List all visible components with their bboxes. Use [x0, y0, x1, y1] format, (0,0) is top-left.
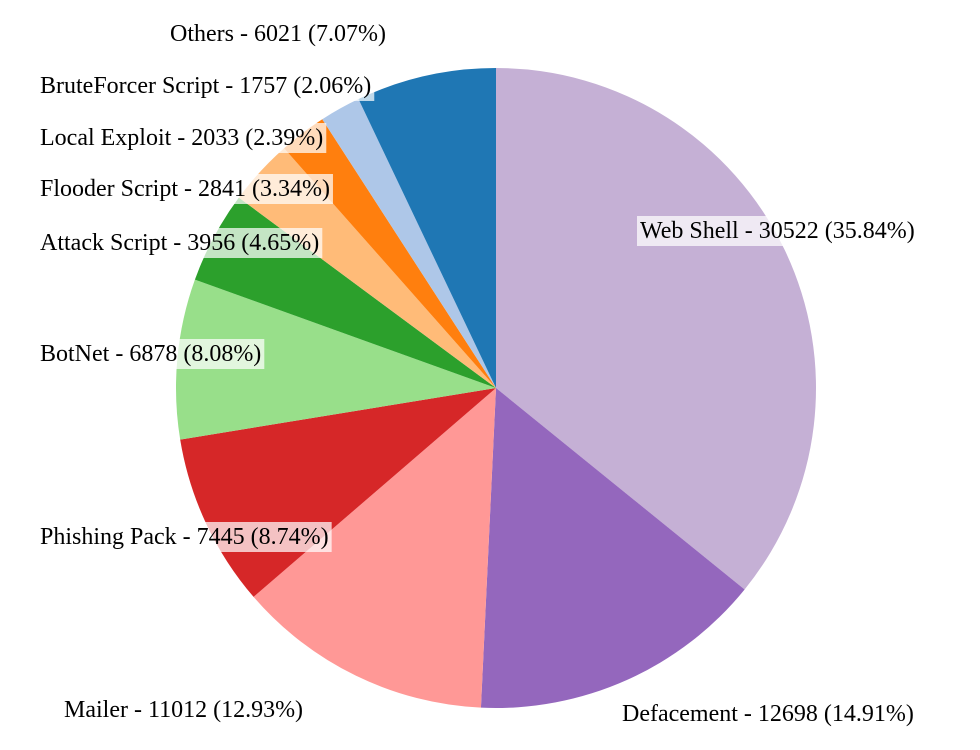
slice-label-background [37, 123, 327, 153]
slice-label-group: Mailer - 11012 (12.93%) [61, 695, 307, 725]
slice-label: Others - 6021 (7.07%) [170, 21, 386, 47]
slice-label-group: BruteForcer Script - 1757 (2.06%) [37, 71, 375, 101]
slice-label: Attack Script - 3956 (4.65%) [40, 230, 319, 256]
slice-label: Phishing Pack - 7445 (8.74%) [40, 524, 329, 550]
slice-label: BruteForcer Script - 1757 (2.06%) [40, 73, 371, 99]
slice-label-group: Flooder Script - 2841 (3.34%) [37, 174, 333, 204]
slice-label-background [37, 174, 333, 204]
slice-label-group: Attack Script - 3956 (4.65%) [37, 228, 323, 258]
slice-label: BotNet - 6878 (8.08%) [40, 341, 261, 367]
slice-label-group: BotNet - 6878 (8.08%) [37, 339, 265, 369]
pie-slice-bruteforcer-script [322, 99, 496, 388]
slice-label: Mailer - 11012 (12.93%) [64, 697, 303, 723]
slice-label-background [37, 339, 265, 369]
slice-label-group: Defacement - 12698 (14.91%) [619, 699, 917, 729]
pie-slice-botnet [176, 279, 496, 440]
slice-label-group: Phishing Pack - 7445 (8.74%) [37, 522, 332, 552]
slice-label: Local Exploit - 2033 (2.39%) [40, 125, 323, 151]
slice-label-background [619, 699, 917, 729]
pie-slice-others [358, 68, 496, 388]
slice-label: Defacement - 12698 (14.91%) [622, 701, 914, 727]
slice-labels: Web Shell - 30522 (35.84%) Defacement - 1… [37, 19, 918, 729]
slice-label-group: Local Exploit - 2033 (2.39%) [37, 123, 327, 153]
pie-slice-web-shell [496, 68, 817, 590]
slice-label-background [37, 228, 323, 258]
slice-label-background [37, 522, 332, 552]
pie-slice-defacement [480, 388, 745, 709]
pie-slice-flooder-script [238, 148, 496, 388]
slice-label: Flooder Script - 2841 (3.34%) [40, 176, 330, 202]
pie-slice-mailer [253, 388, 496, 708]
slice-label-background [61, 695, 307, 725]
slice-label: Web Shell - 30522 (35.84%) [640, 218, 915, 244]
slice-label-group: Web Shell - 30522 (35.84%) [637, 216, 918, 246]
pie-slice-local-exploit [284, 119, 496, 388]
slice-label-group: Others - 6021 (7.07%) [167, 19, 389, 49]
slice-label-background [637, 216, 918, 246]
slice-label-background [37, 71, 375, 101]
slice-label-background [167, 19, 389, 49]
pie-slices [176, 68, 817, 709]
